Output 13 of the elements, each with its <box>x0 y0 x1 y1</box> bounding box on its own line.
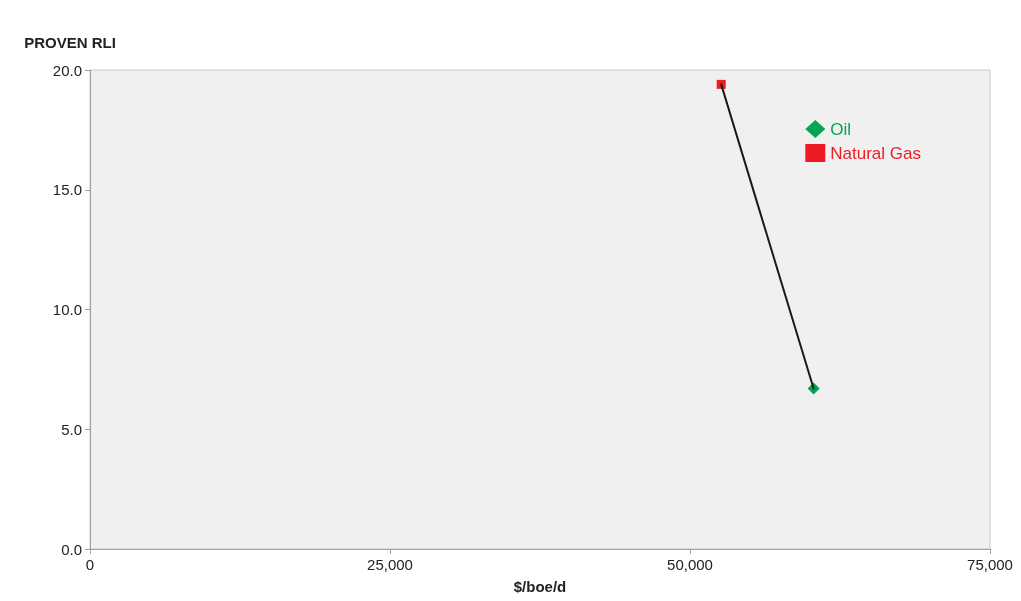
y-tick-label: 15.0 <box>52 181 82 199</box>
y-tick-label: 20.0 <box>52 61 82 79</box>
legend-label: Natural Gas <box>830 143 921 163</box>
y-tick-label: 5.0 <box>61 420 82 438</box>
x-tick-label: 50,000 <box>667 556 713 573</box>
y-tick-label: 0.0 <box>61 540 82 558</box>
x-tick-label: 75,000 <box>967 556 1013 573</box>
y-axis-title: PROVEN RLI <box>24 33 116 51</box>
y-tick-label: 10.0 <box>52 301 82 318</box>
x-axis-title: $/boe/d <box>513 578 567 595</box>
legend-label: Oil <box>830 119 852 139</box>
x-tick-label: 0 <box>85 556 95 573</box>
x-tick-label: 25,000 <box>367 556 413 573</box>
